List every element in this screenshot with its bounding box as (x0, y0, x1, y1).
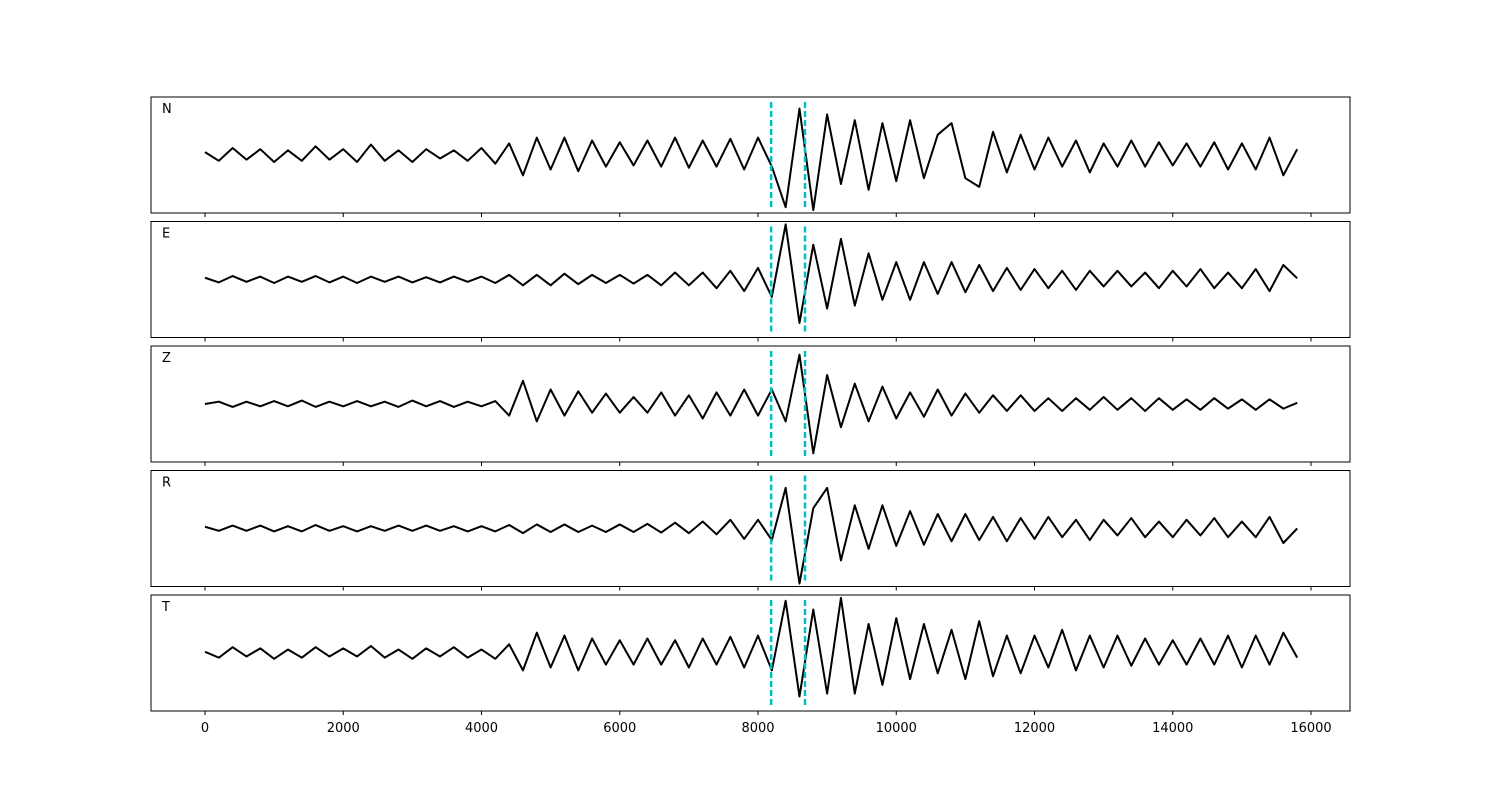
trace (204, 353, 1298, 455)
trace (204, 486, 1298, 585)
trace (204, 223, 1298, 324)
panel-label: Z (162, 351, 171, 366)
x-tick-label: 6000 (603, 721, 636, 736)
panel-frame (150, 221, 1351, 338)
x-tick-label: 8000 (741, 721, 774, 736)
panel-frame (150, 96, 1351, 214)
x-tick-label: 2000 (327, 721, 360, 736)
panel-label: N (162, 102, 172, 117)
panel-label: E (162, 227, 170, 242)
panel-label: R (162, 476, 171, 491)
panel-frame (150, 594, 1351, 712)
trace (204, 596, 1299, 698)
x-tick-label: 0 (201, 721, 209, 736)
x-tick-label: 10000 (876, 721, 917, 736)
x-tick-label: 12000 (1014, 721, 1055, 736)
panel-label: T (161, 600, 170, 615)
trace (204, 107, 1299, 212)
panel-frame (150, 470, 1351, 587)
x-tick-label: 4000 (465, 721, 498, 736)
x-tick-label: 16000 (1290, 721, 1331, 736)
x-tick-label: 14000 (1152, 721, 1193, 736)
panel-frame (150, 345, 1351, 463)
